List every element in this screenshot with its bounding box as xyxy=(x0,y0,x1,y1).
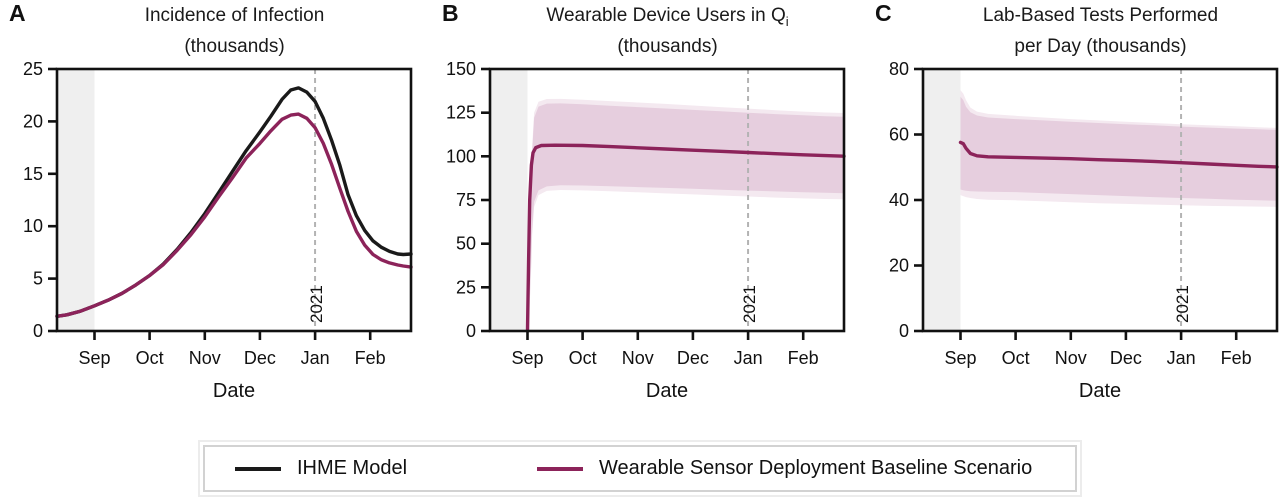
y-tick-label: 0 xyxy=(899,321,909,341)
y-tick-label: 10 xyxy=(23,216,43,236)
pre-period-shading xyxy=(57,69,95,331)
y-tick-label: 20 xyxy=(23,111,43,131)
panel-title-c-line2: per Day (thousands) xyxy=(1014,35,1187,57)
panel-letter-a: A xyxy=(9,0,26,26)
panel-title-a-line2: (thousands) xyxy=(184,35,285,57)
x-tick-label: Oct xyxy=(569,348,597,368)
y-tick-label: 25 xyxy=(456,277,476,297)
x-tick-label: Oct xyxy=(136,348,164,368)
series-line xyxy=(958,140,1279,169)
chart-wearable-device-users: 2021 0 25 50 75 100 125 150 Sep Oct Nov Dec Jan Feb Da… xyxy=(446,59,846,402)
y-tick-label: 0 xyxy=(33,321,43,341)
x-tick-label: Dec xyxy=(677,348,709,368)
x-tick-label: Feb xyxy=(788,348,819,368)
x-tick-label: Dec xyxy=(1110,348,1142,368)
x-tick-label: Jan xyxy=(1167,348,1196,368)
x-tick-label: Nov xyxy=(622,348,654,368)
year-annotation: 2021 xyxy=(1173,285,1192,323)
x-tick-label: Oct xyxy=(1002,348,1030,368)
year-annotation: 2021 xyxy=(740,285,759,323)
legend-item-wearable-scenario: Wearable Sensor Deployment Baseline Scen… xyxy=(537,457,1032,480)
x-tick-label: Feb xyxy=(355,348,386,368)
legend-label-ihme-model: IHME Model xyxy=(297,457,408,479)
panel-title-c-line1: Lab-Based Tests Performed xyxy=(982,5,1219,26)
y-tick-label: 5 xyxy=(33,269,43,289)
series-line xyxy=(55,86,413,318)
legend-label-wearable-scenario: Wearable Sensor Deployment Baseline Scen… xyxy=(599,457,1033,479)
y-tick-label: 25 xyxy=(23,59,43,79)
panel-title-b-line2: (thousands) xyxy=(617,35,718,57)
chart-incidence-of-infection: 2021 0 5 10 15 20 25 Sep Oct Nov Dec Jan Feb Date xyxy=(23,59,413,402)
legend-item-ihme-model: IHME Model xyxy=(235,457,407,480)
x-axis-title: Date xyxy=(1079,380,1121,402)
x-tick-label: Jan xyxy=(301,348,330,368)
series-line xyxy=(55,112,413,318)
y-tick-label: 60 xyxy=(889,125,909,145)
x-tick-label: Nov xyxy=(1055,348,1087,368)
confidence-band xyxy=(960,96,1277,201)
panel-letter-c: C xyxy=(875,0,892,26)
x-tick-label: Dec xyxy=(244,348,276,368)
x-axis-title: Date xyxy=(646,380,688,402)
panel-title-b-subscript: i xyxy=(785,13,789,29)
panel-b: B Wearable Device Users in Qi (thousands… xyxy=(433,0,866,440)
legend-box: IHME Model Wearable Sensor Deployment Ba… xyxy=(203,445,1077,492)
series-line xyxy=(525,143,846,333)
panel-title-b-line1: Wearable Device Users in Qi xyxy=(546,5,789,29)
x-tick-label: Feb xyxy=(1221,348,1252,368)
panel-a: A Incidence of Infection (thousands) 202… xyxy=(0,0,433,440)
y-tick-label: 50 xyxy=(456,234,476,254)
x-tick-label: Nov xyxy=(189,348,221,368)
panel-title-a-line1: Incidence of Infection xyxy=(144,5,325,26)
pre-period-shading xyxy=(490,69,528,331)
legend: IHME Model Wearable Sensor Deployment Ba… xyxy=(198,440,1082,497)
year-annotation: 2021 xyxy=(307,285,326,323)
panel-title-b: Wearable Device Users in Qi (thousands) xyxy=(490,3,845,59)
panel-c: C Lab-Based Tests Performed per Day (tho… xyxy=(866,0,1280,440)
y-tick-label: 20 xyxy=(889,256,909,276)
y-tick-label: 75 xyxy=(456,190,476,210)
y-tick-label: 15 xyxy=(23,164,43,184)
panel-letter-b: B xyxy=(442,0,459,26)
panel-title-a: Incidence of Infection (thousands) xyxy=(57,3,412,59)
axis-frame xyxy=(55,67,413,333)
y-tick-label: 125 xyxy=(446,103,476,123)
wearable-scenario-line-swatch-icon xyxy=(537,466,584,471)
chart-lab-based-tests: 2021 0 20 40 60 80 Sep Oct Nov Dec Jan Feb Date xyxy=(889,59,1279,402)
y-tick-label: 0 xyxy=(466,321,476,341)
x-tick-label: Sep xyxy=(511,348,543,368)
x-axis-title: Date xyxy=(213,380,255,402)
x-tick-label: Jan xyxy=(734,348,763,368)
confidence-band xyxy=(530,103,844,297)
x-tick-label: Sep xyxy=(944,348,976,368)
y-tick-label: 80 xyxy=(889,59,909,79)
y-tick-label: 100 xyxy=(446,146,476,166)
pre-period-shading xyxy=(923,69,961,331)
panel-title-c: Lab-Based Tests Performed per Day (thous… xyxy=(923,3,1278,59)
x-tick-label: Sep xyxy=(78,348,110,368)
y-tick-label: 150 xyxy=(446,59,476,79)
y-tick-label: 40 xyxy=(889,190,909,210)
ihme-model-line-swatch-icon xyxy=(235,466,281,471)
